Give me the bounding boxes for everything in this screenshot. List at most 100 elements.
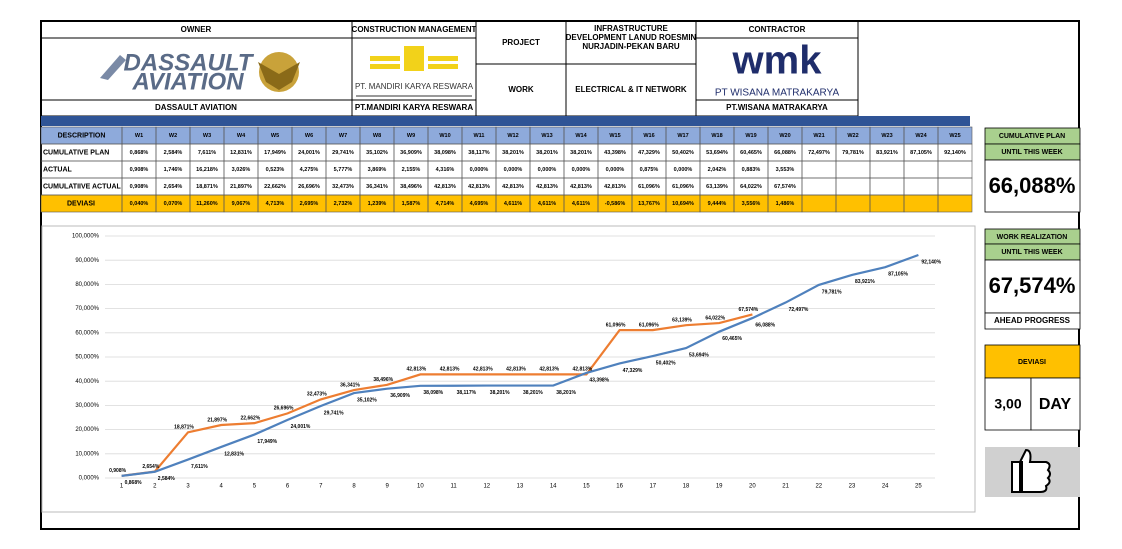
data-label: 61,096% — [606, 322, 626, 328]
column-header: W21 — [813, 133, 824, 139]
data-label: 50,402% — [656, 360, 676, 366]
x-tick-label: 24 — [882, 484, 889, 490]
data-label: 83,921% — [855, 279, 875, 285]
contractor-logo-text: PT WISANA MATRAKARYA — [715, 88, 840, 99]
table-value: 4,611% — [504, 201, 522, 207]
table-value: 63,139% — [706, 184, 728, 190]
y-tick-label: 90,000% — [75, 258, 99, 264]
column-header: W22 — [847, 133, 858, 139]
table-value: -0,586% — [605, 201, 626, 207]
table-value: 67,574% — [774, 184, 796, 190]
table-value: 9,067% — [232, 201, 251, 207]
column-header: W24 — [915, 133, 927, 139]
table-cell — [801, 160, 837, 179]
table-value: 0,000% — [572, 167, 591, 173]
table-value: 42,813% — [604, 184, 626, 190]
data-label: 36,909% — [390, 393, 410, 399]
column-header: W18 — [711, 133, 722, 139]
data-label: 43,398% — [589, 377, 609, 383]
table-value: 36,909% — [400, 150, 422, 156]
table-value: 36,341% — [366, 184, 388, 190]
column-header: W4 — [237, 133, 246, 139]
y-tick-label: 50,000% — [75, 355, 99, 361]
table-value: 24,001% — [298, 150, 320, 156]
column-header: W14 — [575, 133, 587, 139]
owner-logo — [100, 52, 300, 92]
data-label: 87,105% — [888, 272, 908, 278]
data-label: 42,813% — [506, 367, 526, 373]
contractor-name: PT.WISANA MATRAKARYA — [726, 103, 828, 112]
data-label: 26,696% — [274, 406, 294, 412]
table-value: 1,486% — [776, 201, 795, 207]
table-value: 60,465% — [740, 150, 762, 156]
cm-name: PT.MANDIRI KARYA RESWARA — [355, 103, 473, 112]
dev-unit-box — [1030, 377, 1081, 431]
x-tick-label: 25 — [915, 484, 922, 490]
dev-value: 3,00 — [994, 396, 1021, 412]
dev-title: DEVIASI — [1018, 359, 1046, 366]
table-value: 26,696% — [298, 184, 320, 190]
project-label: PROJECT — [502, 38, 540, 47]
series-line — [121, 313, 753, 477]
table-cell — [835, 160, 871, 179]
y-tick-label: 10,000% — [75, 451, 99, 457]
x-tick-label: 5 — [253, 484, 257, 490]
data-label: 38,098% — [423, 390, 443, 396]
data-label: 0,868% — [125, 480, 143, 486]
table-value: 0,908% — [130, 184, 149, 190]
table-value: 3,869% — [368, 167, 387, 173]
data-label: 42,813% — [440, 367, 460, 373]
table-value: 42,813% — [502, 184, 524, 190]
real-value: 67,574% — [989, 273, 1076, 298]
x-tick-label: 4 — [220, 484, 224, 490]
table-value: 4,611% — [572, 201, 590, 207]
cm-logo — [356, 46, 472, 97]
table-value: 79,781% — [842, 150, 864, 156]
table-value: 0,908% — [130, 167, 149, 173]
table-value: 3,553% — [776, 167, 795, 173]
column-header: W20 — [779, 133, 790, 139]
table-value: 1,587% — [402, 201, 421, 207]
column-header: W2 — [169, 133, 177, 139]
data-label: 36,341% — [340, 382, 360, 388]
table-value: 38,496% — [400, 184, 422, 190]
x-tick-label: 12 — [483, 484, 490, 490]
table-value: 4,713% — [266, 201, 285, 207]
data-label: 29,741% — [324, 410, 344, 416]
y-tick-label: 100,000% — [72, 234, 100, 240]
row-label: ACTUAL — [43, 166, 72, 173]
table-value: 0,000% — [504, 167, 523, 173]
data-label: 60,465% — [722, 336, 742, 342]
project-name: INFRASTRUCTURE — [594, 24, 668, 33]
x-tick-label: 19 — [716, 484, 723, 490]
table-value: 38,201% — [570, 150, 592, 156]
data-label: 42,813% — [407, 367, 427, 373]
table-value: 21,897% — [230, 184, 252, 190]
column-header: W16 — [643, 133, 654, 139]
dev-title-bg — [984, 344, 1081, 379]
table-cell — [903, 177, 939, 196]
status: AHEAD PROGRESS — [994, 316, 1071, 325]
table-value: 4,275% — [300, 167, 319, 173]
table-value: 0,000% — [674, 167, 693, 173]
data-label: 0,908% — [109, 468, 127, 474]
table-cell — [937, 194, 973, 213]
table-value: 3,556% — [742, 201, 761, 207]
data-label: 35,102% — [357, 397, 377, 403]
x-tick-label: 22 — [815, 484, 822, 490]
data-label: 79,781% — [822, 289, 842, 295]
x-tick-label: 3 — [186, 484, 190, 490]
x-tick-label: 17 — [649, 484, 656, 490]
table-value: 0,868% — [130, 150, 149, 156]
y-tick-label: 70,000% — [75, 306, 99, 312]
column-header: W13 — [541, 133, 552, 139]
table-value: 1,746% — [164, 167, 183, 173]
data-label: 92,140% — [921, 259, 941, 265]
x-tick-label: 13 — [517, 484, 524, 490]
y-tick-label: 20,000% — [75, 427, 99, 433]
table-value: 92,140% — [944, 150, 966, 156]
data-label: 38,201% — [523, 390, 543, 396]
table-cell — [903, 160, 939, 179]
table-value: 61,096% — [638, 184, 660, 190]
column-header: W17 — [677, 133, 688, 139]
